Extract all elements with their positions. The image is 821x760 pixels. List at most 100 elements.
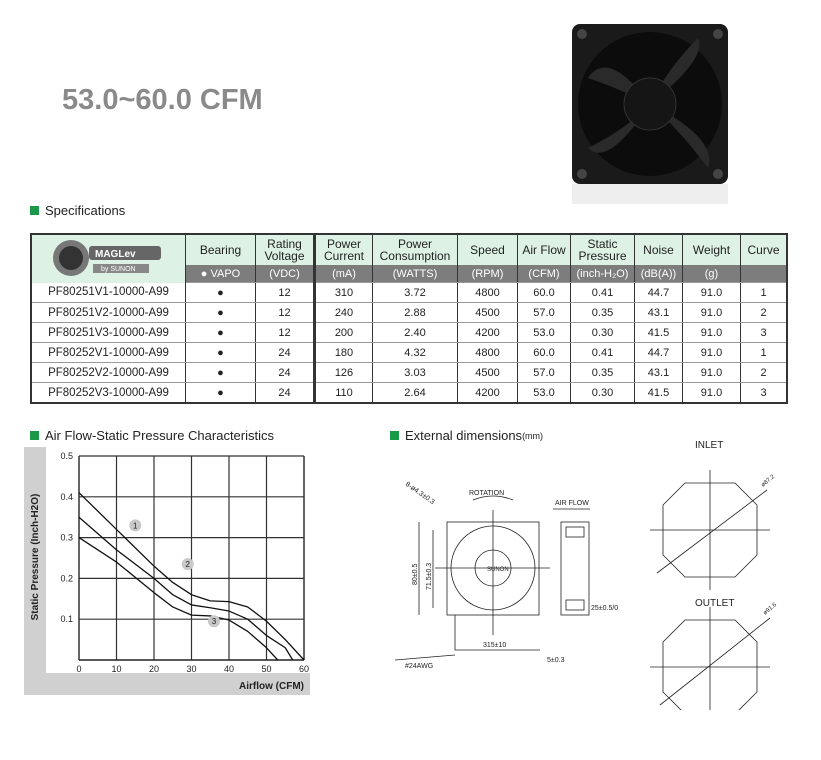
x-tick-label: 0 [76, 664, 81, 674]
header-airflow: Air Flow [517, 234, 571, 265]
table-cell: 12 [255, 302, 316, 323]
section-marker-icon [30, 206, 39, 215]
table-cell: ● [185, 382, 256, 404]
curve-marker-2 [181, 558, 194, 571]
table-cell: 44.7 [634, 282, 683, 303]
x-tick-label: 30 [186, 664, 196, 674]
unit-cell: (VDC) [255, 265, 316, 283]
curve-label-3: 3 [212, 617, 217, 626]
table-row: PF80251V2-10000-A99 ● 12 240 2.88 4500 57.0 0.3… [31, 302, 788, 323]
table-row: PF80252V3-10000-A99 ● 24 110 2.64 4200 53.0 0.3… [31, 382, 788, 404]
table-cell: 60.0 [517, 282, 571, 303]
chart-heading: Air Flow-Static Pressure Characteristics [30, 428, 274, 443]
table-cell: 4500 [457, 302, 518, 323]
maglev-logo: MAGLev by SUNON [31, 234, 186, 283]
chart-background [46, 447, 310, 673]
unit-cell: (RPM) [457, 265, 518, 283]
table-cell: 91.0 [682, 302, 741, 323]
table-cell: 41.5 [634, 322, 683, 343]
header-speed: Speed [457, 234, 518, 265]
table-cell: 2.88 [372, 302, 458, 323]
table-cell: 1 [740, 282, 788, 303]
unit-cell: (CFM) [517, 265, 571, 283]
table-cell: 200 [314, 322, 373, 343]
y-axis-label: Static Pressure (Inch-H2O) [30, 494, 41, 621]
hole-label: 8-ø4.3±0.3 [404, 481, 436, 506]
table-cell: 3.72 [372, 282, 458, 303]
unit-cell [740, 265, 788, 283]
part-number: PF80252V3-10000-A99 [31, 382, 186, 404]
section-marker-icon [390, 431, 399, 440]
table-row: PF80252V2-10000-A99 ● 24 126 3.03 4500 57.0 0.3… [31, 362, 788, 383]
table-cell: ● [185, 282, 256, 303]
hole-spacing-label: 71.5±0.3 [426, 563, 433, 590]
unit-label: (mm) [522, 430, 544, 441]
table-cell: 0.41 [570, 282, 635, 303]
x-tick-label: 10 [111, 664, 121, 674]
table-cell: 91.0 [682, 322, 741, 343]
table-cell: 44.7 [634, 342, 683, 363]
header-weight: Weight [682, 234, 741, 265]
curve-marker-1 [129, 519, 142, 532]
table-cell: 2 [740, 362, 788, 383]
section-marker-icon [30, 431, 39, 440]
table-row: PF80251V3-10000-A99 ● 12 200 2.40 4200 53.0 0.3… [31, 322, 788, 343]
unit-cell: (inch-H₂O) [570, 265, 635, 283]
table-cell: 24 [255, 362, 316, 383]
table-cell: 12 [255, 282, 316, 303]
y-tick-label: 0.2 [60, 573, 73, 583]
table-cell: 126 [314, 362, 373, 383]
airflow-label: AIR FLOW [555, 500, 589, 507]
x-tick-label: 50 [261, 664, 271, 674]
brand-label: SUNON [487, 567, 509, 573]
table-cell: 4200 [457, 382, 518, 404]
table-cell: 3.03 [372, 362, 458, 383]
unit-cell: (WATTS) [372, 265, 458, 283]
table-cell: 4.32 [372, 342, 458, 363]
table-cell: 2 [740, 302, 788, 323]
table-cell: 310 [314, 282, 373, 303]
curve-label-2: 2 [186, 560, 191, 569]
curve-marker-3 [208, 615, 220, 628]
front-view-drawing [395, 495, 550, 661]
inlet-label: INLET [695, 440, 723, 451]
header-curve: Curve [740, 234, 788, 265]
wire-gauge-label: #24AWG [405, 663, 433, 670]
table-cell: 0.41 [570, 342, 635, 363]
unit-cell: (g) [682, 265, 741, 283]
table-cell: 110 [314, 382, 373, 404]
y-tick-label: 0.5 [60, 451, 73, 461]
rotation-label: ROTATION [469, 490, 504, 497]
y-tick-label: 0.3 [60, 533, 73, 543]
specifications-table: MAGLev by SUNON Bearing Rating Voltage Po… [30, 233, 788, 404]
inlet-diameter-label: ø87.2 [760, 474, 776, 489]
x-axis-label: Airflow (CFM) [239, 681, 304, 692]
table-cell: 91.0 [682, 362, 741, 383]
table-cell: ● [185, 322, 256, 343]
table-cell: ● [185, 362, 256, 383]
strip-length-label: 5±0.3 [547, 657, 565, 664]
table-cell: 2.40 [372, 322, 458, 343]
table-cell: 4800 [457, 342, 518, 363]
table-cell: 12 [255, 322, 316, 343]
table-cell: 4500 [457, 362, 518, 383]
dimensions-heading: External dimensions (mm) [390, 428, 543, 443]
unit-cell: (dB(A)) [634, 265, 683, 283]
part-number: PF80251V3-10000-A99 [31, 322, 186, 343]
table-cell: 240 [314, 302, 373, 323]
table-cell: ● [185, 342, 256, 363]
x-tick-label: 60 [299, 664, 309, 674]
table-cell: 180 [314, 342, 373, 363]
table-cell: ● [185, 302, 256, 323]
table-cell: 2.64 [372, 382, 458, 404]
side-view-drawing [553, 508, 590, 616]
table-cell: 0.35 [570, 302, 635, 323]
part-number: PF80252V2-10000-A99 [31, 362, 186, 383]
table-cell: 91.0 [682, 342, 741, 363]
part-number: PF80252V1-10000-A99 [31, 342, 186, 363]
part-number: PF80251V2-10000-A99 [31, 302, 186, 323]
outlet-label: OUTLET [695, 598, 734, 609]
table-cell: 91.0 [682, 382, 741, 404]
table-cell: 0.35 [570, 362, 635, 383]
page-title: 53.0~60.0 CFM [62, 84, 263, 116]
